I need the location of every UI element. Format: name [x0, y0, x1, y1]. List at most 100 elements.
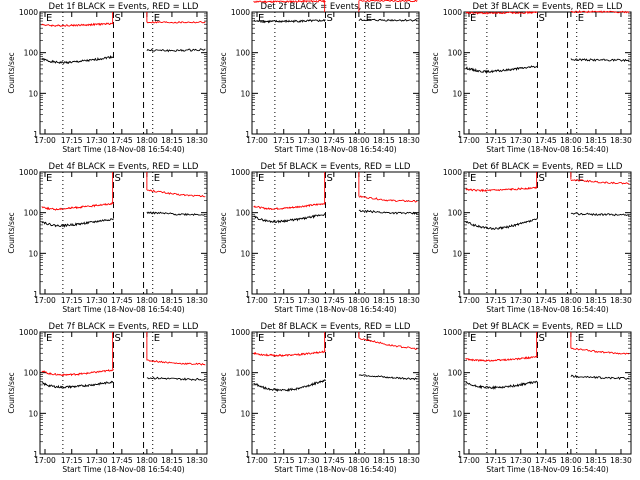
marker-label: S — [538, 13, 544, 24]
y-tick-label: 10 — [240, 89, 250, 98]
series-line-events — [465, 212, 630, 231]
y-axis-label: Counts/sec — [431, 52, 440, 93]
y-tick-label: 1000 — [231, 8, 250, 17]
y-tick-label: 1000 — [231, 168, 250, 177]
y-tick-label: 10 — [240, 249, 250, 258]
marker-label: E — [258, 13, 264, 24]
y-tick-label: 1000 — [19, 8, 38, 17]
x-tick-label: 17:15 — [485, 296, 507, 305]
x-tick-label: 17:45 — [323, 296, 345, 305]
marker-label: E — [578, 13, 584, 24]
marker-label: E — [366, 173, 372, 184]
x-axis-label: Start Time (18-Nov-08 16:54:40) — [274, 305, 396, 314]
x-tick-label: 17:30 — [510, 136, 532, 145]
x-axis-label: Start Time (18-Nov-08 16:54:40) — [62, 305, 184, 314]
x-tick-label: 17:00 — [458, 296, 480, 305]
x-tick-label: 17:45 — [323, 456, 345, 465]
panel-title: Det 6f BLACK = Events, RED = LLD — [473, 162, 623, 172]
y-tick-label: 1 — [457, 290, 462, 299]
x-axis-label: Start Time (18-Nov-08 16:54:40) — [274, 465, 396, 474]
y-tick-label: 1 — [33, 450, 38, 459]
y-axis-label: Counts/sec — [431, 212, 440, 253]
series-line-lld — [465, 10, 630, 15]
y-tick-label: 1000 — [443, 168, 462, 177]
x-tick-label: 18:15 — [585, 456, 607, 465]
panel-det-2: Det 2f BLACK = Events, RED = LLD 1 10 100 10… — [219, 0, 420, 154]
y-tick-label: 1 — [33, 130, 38, 139]
x-tick-label: 17:00 — [246, 136, 268, 145]
y-tick-label: 10 — [28, 89, 38, 98]
marker-label: E — [470, 333, 476, 344]
panel-det-5: Det 5f BLACK = Events, RED = LLD 1 10 100 10… — [219, 162, 420, 314]
x-tick-label: 17:00 — [34, 456, 56, 465]
marker-label: S — [114, 333, 120, 344]
y-tick-label: 100 — [236, 49, 251, 58]
y-tick-label: 10 — [452, 249, 462, 258]
series-line-events — [41, 376, 206, 389]
x-tick-label: 17:00 — [34, 136, 56, 145]
x-tick-label: 17:30 — [86, 136, 108, 145]
panel-title: Det 1f BLACK = Events, RED = LLD — [49, 2, 199, 12]
y-tick-label: 10 — [452, 89, 462, 98]
marker-label: E — [258, 173, 264, 184]
y-axis-label: Counts/sec — [7, 372, 16, 413]
x-tick-label: 17:15 — [61, 136, 83, 145]
marker-label: E — [46, 173, 52, 184]
plot-frame — [463, 171, 632, 295]
x-tick-label: 18:00 — [136, 136, 158, 145]
marker-label: E — [366, 333, 372, 344]
x-tick-label: 17:00 — [246, 456, 268, 465]
x-tick-label: 18:30 — [186, 136, 208, 145]
plot-frame — [251, 171, 420, 295]
series-line-events — [465, 374, 630, 390]
y-tick-label: 100 — [24, 209, 39, 218]
x-axis-label: Start Time (18-Nov-08 16:54:40) — [486, 145, 608, 154]
y-tick-label: 10 — [28, 249, 38, 258]
marker-label: S — [114, 173, 120, 184]
x-axis-label: Start Time (18-Nov-08 16:54:40) — [486, 305, 608, 314]
x-tick-label: 18:15 — [585, 136, 607, 145]
x-tick-label: 18:00 — [560, 296, 582, 305]
x-tick-label: 17:30 — [86, 456, 108, 465]
x-tick-label: 18:15 — [373, 456, 395, 465]
marker-label: E — [578, 173, 584, 184]
x-tick-label: 18:30 — [398, 296, 420, 305]
marker-label: S — [114, 13, 120, 24]
y-tick-label: 1 — [245, 290, 250, 299]
y-tick-label: 100 — [448, 209, 463, 218]
series-line-lld — [41, 189, 206, 211]
x-tick-label: 18:00 — [348, 296, 370, 305]
y-axis-label: Counts/sec — [431, 372, 440, 413]
x-axis-label: Start Time (18-Nov-08 16:54:40) — [62, 145, 184, 154]
y-tick-label: 10 — [452, 409, 462, 418]
x-tick-label: 17:30 — [510, 296, 532, 305]
x-axis-label: Start Time (18-Nov-08 16:54:40) — [274, 145, 396, 154]
marker-label: E — [154, 173, 160, 184]
x-tick-label: 18:00 — [348, 136, 370, 145]
series-line-lld — [465, 347, 630, 363]
series-line-lld — [253, 195, 418, 211]
y-axis-label: Counts/sec — [7, 52, 16, 93]
panel-det-4: Det 4f BLACK = Events, RED = LLD 1 10 100 10… — [7, 162, 208, 314]
y-tick-label: 100 — [24, 49, 39, 58]
x-tick-label: 18:30 — [398, 136, 420, 145]
x-tick-label: 17:15 — [273, 136, 295, 145]
y-axis-label: Counts/sec — [219, 372, 228, 413]
x-tick-label: 18:30 — [186, 456, 208, 465]
panel-title: Det 7f BLACK = Events, RED = LLD — [49, 322, 199, 332]
x-tick-label: 17:30 — [510, 456, 532, 465]
y-tick-label: 100 — [236, 369, 251, 378]
plot-frame — [463, 331, 632, 455]
series-line-lld — [253, 337, 418, 358]
y-axis-label: Counts/sec — [7, 212, 16, 253]
series-line-lld — [41, 20, 206, 28]
y-tick-label: 1000 — [443, 328, 462, 337]
panel-det-6: Det 6f BLACK = Events, RED = LLD 1 10 100 10… — [431, 162, 632, 314]
y-tick-label: 1000 — [231, 328, 250, 337]
series-line-events — [41, 48, 206, 65]
y-tick-label: 1 — [33, 290, 38, 299]
panel-det-8: Det 8f BLACK = Events, RED = LLD 1 10 100 10… — [219, 322, 420, 474]
x-tick-label: 17:15 — [485, 136, 507, 145]
y-tick-label: 1000 — [19, 328, 38, 337]
